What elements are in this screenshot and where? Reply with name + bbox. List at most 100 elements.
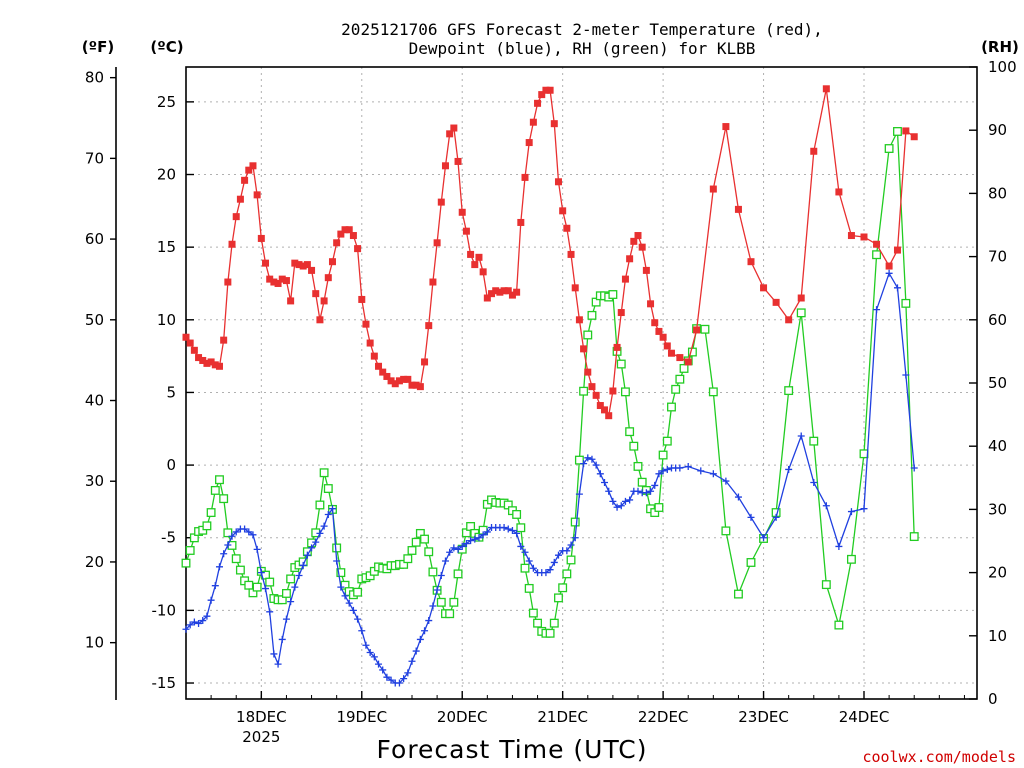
temperature-point	[617, 309, 625, 317]
temperature-point	[278, 275, 286, 283]
rh-point	[834, 620, 844, 630]
rh-point	[583, 330, 593, 340]
temperature-point	[651, 319, 659, 327]
dewpoint-point	[873, 306, 881, 314]
rh-point	[223, 528, 233, 538]
rh-point	[545, 628, 555, 638]
dewpoint-point	[500, 524, 508, 532]
temperature-point	[601, 406, 609, 414]
dewpoint-point	[504, 525, 512, 533]
dewpoint-point	[341, 592, 349, 600]
dewpoint-point	[835, 542, 843, 550]
temperature-point	[387, 377, 395, 385]
rh-tick-label: 60	[988, 311, 1007, 329]
dewpoint-point	[550, 558, 558, 566]
dewpoint-point	[521, 548, 529, 556]
temperature-point	[467, 250, 475, 258]
dewpoint-point	[760, 534, 768, 542]
rh-point	[219, 494, 229, 504]
temperature-point	[835, 188, 843, 196]
dewpoint-point	[860, 505, 868, 513]
dewpoint-point	[370, 653, 378, 661]
dewpoint-point	[245, 528, 253, 536]
rh-tick-label: 70	[988, 248, 1007, 266]
dewpoint-point	[567, 541, 575, 549]
dewpoint-point	[647, 487, 655, 495]
rh-point	[625, 427, 635, 437]
rh-point	[252, 582, 262, 592]
temperature-point	[366, 339, 374, 347]
rh-point	[403, 554, 413, 564]
rh-point	[181, 558, 191, 568]
dewpoint-point	[421, 627, 429, 635]
rh-point	[662, 436, 672, 446]
temperature-point	[215, 362, 223, 370]
rh-point	[700, 324, 710, 334]
dewpoint-point	[517, 542, 525, 550]
celsius-tick-label: 10	[157, 311, 176, 329]
temperature-point	[534, 99, 542, 107]
rh-point	[566, 555, 576, 565]
dewpoint-point	[287, 598, 295, 606]
dewpoint-point	[609, 497, 617, 505]
rh-point	[667, 402, 676, 412]
rh-tick-label: 10	[988, 627, 1007, 645]
rh-point	[637, 477, 647, 487]
temperature-point	[395, 377, 403, 385]
temperature-point	[404, 375, 412, 383]
dewpoint-point	[433, 586, 441, 594]
temperature-point	[454, 157, 462, 165]
dewpoint-point	[404, 669, 412, 677]
dewpoint-point	[274, 660, 282, 668]
dewpoint-point	[467, 537, 475, 545]
rh-point	[215, 475, 224, 485]
temperature-point	[186, 339, 194, 347]
temperature-point	[362, 320, 370, 328]
dewpoint-point	[709, 470, 717, 478]
rh-point	[533, 618, 543, 628]
time-tick-year: 2025	[242, 728, 280, 746]
temperature-point	[245, 166, 253, 174]
temperature-point	[722, 123, 730, 131]
rh-axis-label: (RH)	[981, 38, 1019, 56]
temperature-point	[613, 343, 621, 351]
temperature-point	[437, 198, 445, 206]
rh-point	[884, 144, 894, 153]
dewpoint-point	[395, 679, 403, 687]
rh-point	[453, 569, 463, 579]
temperature-point	[479, 268, 487, 276]
dewpoint-point	[387, 676, 395, 684]
dewpoint-point	[734, 493, 742, 501]
rh-point	[796, 308, 806, 318]
fahrenheit-tick-label: 80	[85, 69, 104, 87]
temperature-point	[416, 383, 424, 391]
rh-point	[587, 310, 597, 320]
dewpoint-point	[596, 470, 604, 478]
dewpoint-point	[626, 496, 634, 504]
rh-point	[629, 441, 639, 451]
temperature-point	[785, 316, 793, 324]
temperature-point	[559, 207, 567, 215]
temperature-point	[199, 356, 207, 364]
dewpoint-point	[299, 561, 307, 569]
dewpoint-point	[354, 615, 362, 623]
temperature-point	[810, 147, 818, 155]
rh-point	[721, 526, 731, 536]
dewpoint-point	[249, 531, 257, 539]
rh-point	[554, 593, 563, 603]
temperature-point	[550, 120, 558, 128]
rh-point	[449, 597, 459, 607]
celsius-tick-label: 20	[157, 166, 176, 184]
rh-point	[265, 577, 275, 587]
dewpoint-point	[425, 617, 433, 625]
temperature-point	[860, 233, 868, 241]
fahrenheit-tick-label: 30	[85, 472, 104, 490]
rh-point	[185, 546, 195, 555]
temperature-point	[249, 162, 257, 170]
celsius-tick-label: 5	[166, 383, 176, 401]
temperature-point	[379, 368, 387, 376]
temperature-point	[676, 354, 684, 362]
dewpoint-point	[454, 545, 462, 553]
temperature-point	[655, 327, 663, 335]
